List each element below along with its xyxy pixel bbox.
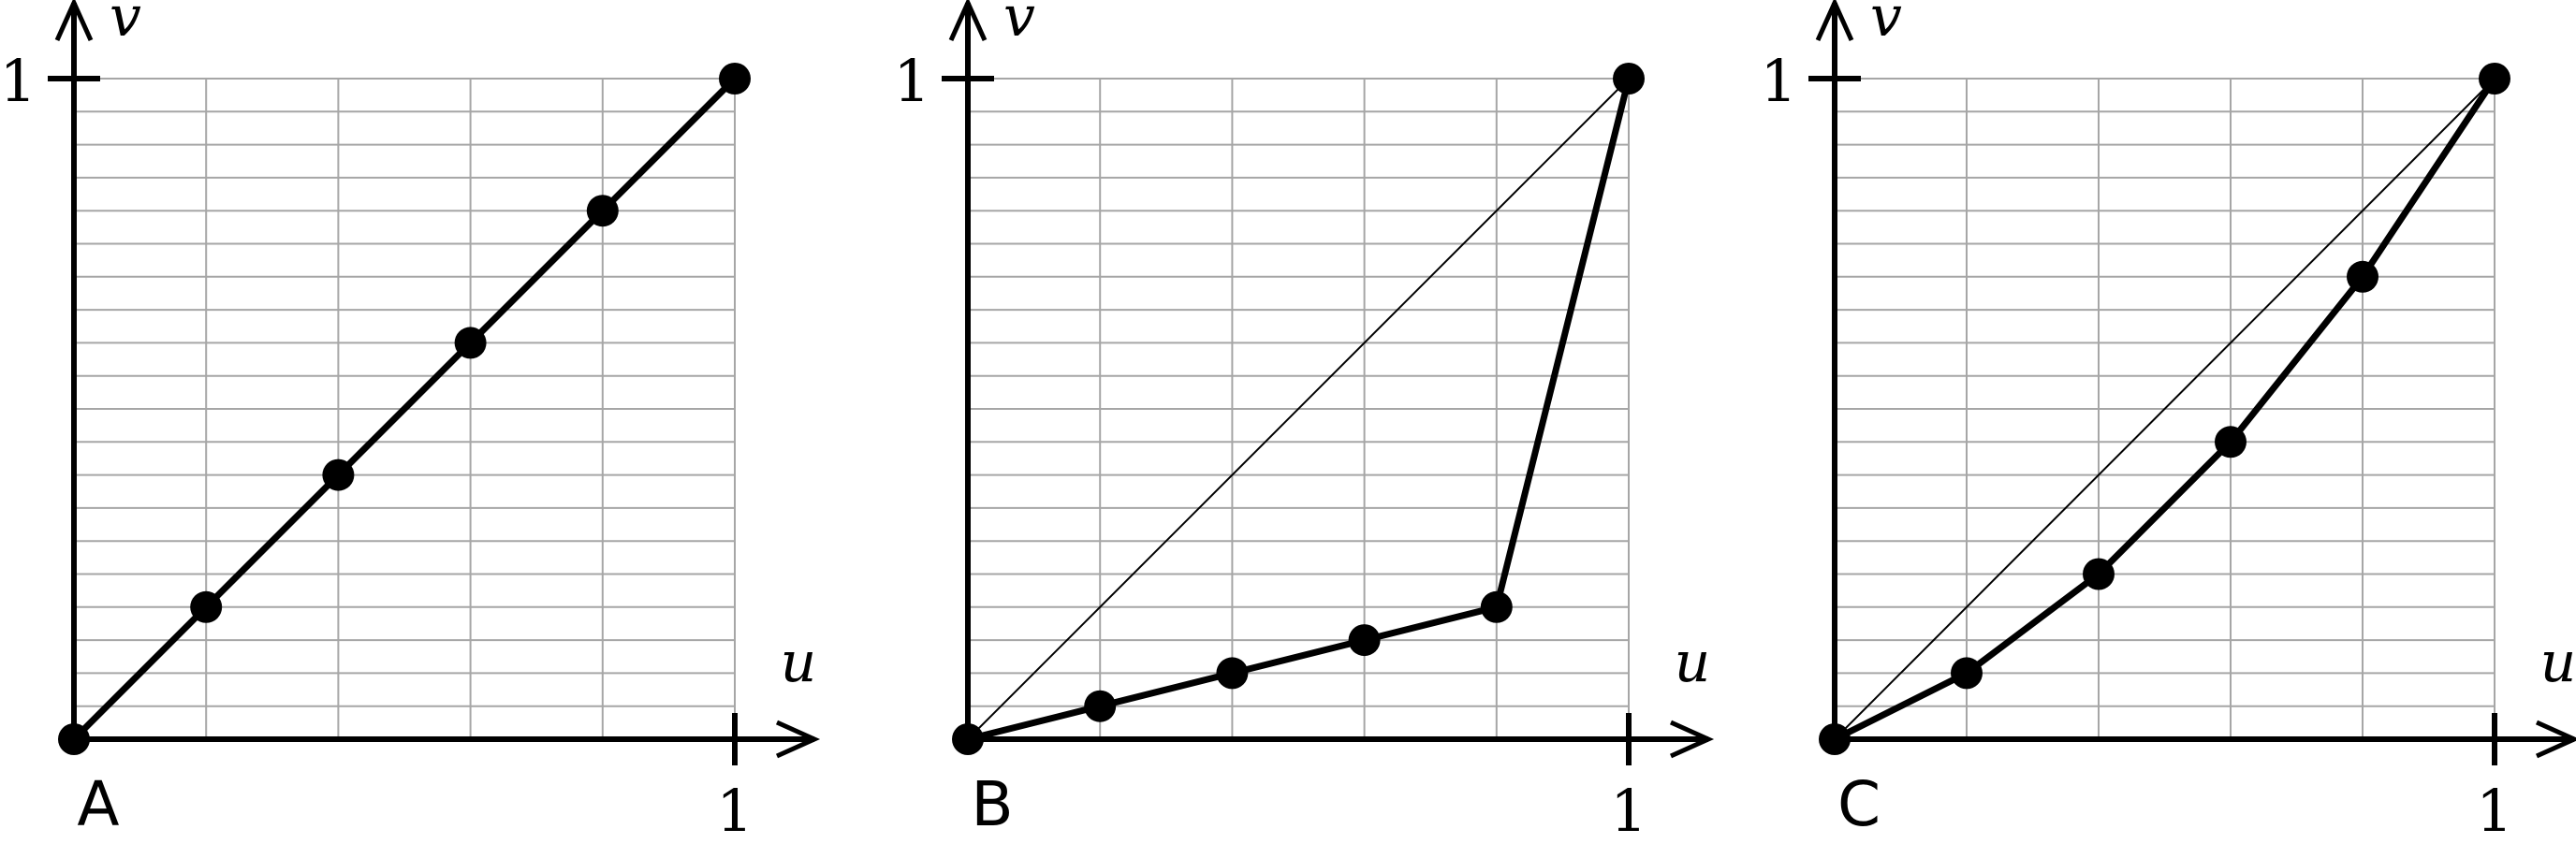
panel-a: 1 1 v u A — [0, 0, 821, 844]
x-axis-label: u — [2540, 630, 2576, 695]
data-point — [190, 590, 223, 623]
data-point — [586, 195, 619, 227]
y-axis-arrowhead — [948, 0, 988, 42]
x-axis-label: u — [1675, 630, 1711, 695]
y-axis-label: v — [110, 0, 141, 50]
x-axis-arrowhead — [2535, 720, 2576, 759]
data-point — [1348, 624, 1381, 657]
series-line — [967, 78, 1632, 743]
x-tick-label: 1 — [1610, 777, 1647, 844]
panel-b: 1 1 v u B — [894, 0, 1715, 844]
data-point — [1084, 690, 1117, 722]
y-axis-label: v — [1003, 0, 1035, 50]
data-point — [2479, 63, 2510, 95]
data-point — [2347, 260, 2378, 293]
x-tick-label: 1 — [2476, 777, 2512, 844]
data-point — [952, 723, 984, 755]
data-point — [2083, 558, 2115, 590]
y-tick-label: 1 — [894, 47, 930, 115]
y-tick-label: 1 — [0, 47, 37, 115]
data-point — [1951, 657, 1983, 690]
data-point — [2215, 426, 2247, 458]
x-tick-label: 1 — [716, 777, 753, 844]
data-point — [1480, 590, 1513, 623]
y-axis-arrowhead — [54, 0, 94, 42]
series-line — [71, 76, 738, 742]
panel-c: 1 1 v u C — [1761, 0, 2576, 844]
y-tick-label: 1 — [1761, 47, 1797, 115]
x-axis-arrowhead — [1669, 720, 1715, 759]
y-axis-arrowhead — [1815, 0, 1854, 42]
x-axis-label: u — [781, 630, 817, 695]
equality-diagonal — [1834, 78, 2496, 740]
x-axis-arrowhead — [775, 720, 821, 759]
data-point — [1819, 723, 1851, 755]
y-axis-label: v — [1870, 0, 1902, 50]
data-point — [719, 63, 751, 95]
panel-label: A — [77, 768, 119, 840]
data-point — [322, 458, 355, 491]
series-line — [1833, 77, 2497, 743]
data-point — [1216, 657, 1249, 690]
panel-label: C — [1837, 768, 1881, 840]
data-point — [58, 723, 90, 755]
panel-label: B — [971, 768, 1013, 840]
data-point — [454, 327, 487, 359]
equality-diagonal — [967, 78, 1630, 740]
data-point — [1613, 63, 1645, 95]
